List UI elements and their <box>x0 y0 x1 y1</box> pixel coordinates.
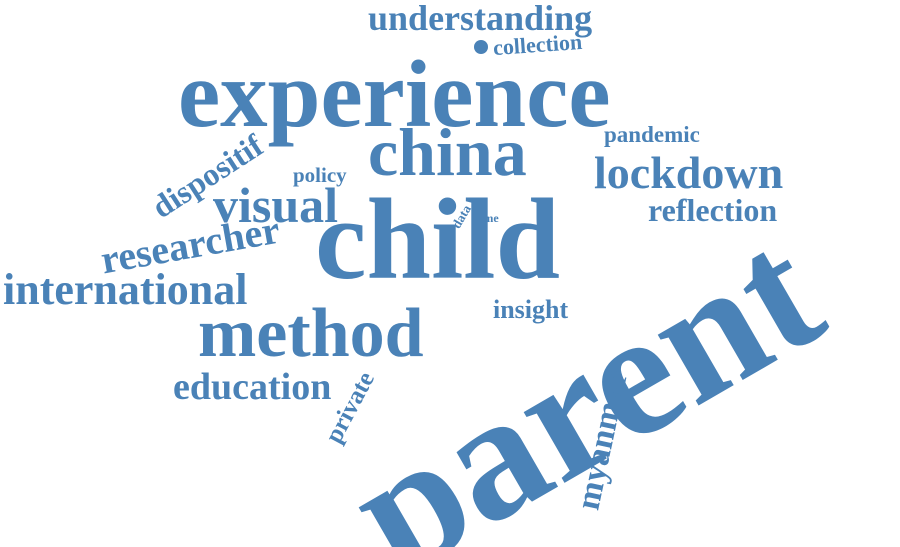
word-method: method <box>198 299 424 369</box>
decorative-dot <box>474 40 488 54</box>
word-child: child <box>315 182 560 298</box>
word-education: education <box>173 368 331 406</box>
word-lockdown: lockdown <box>594 150 783 196</box>
word-pandemic: pandemic <box>604 123 700 146</box>
word-insight: insight <box>493 297 568 323</box>
